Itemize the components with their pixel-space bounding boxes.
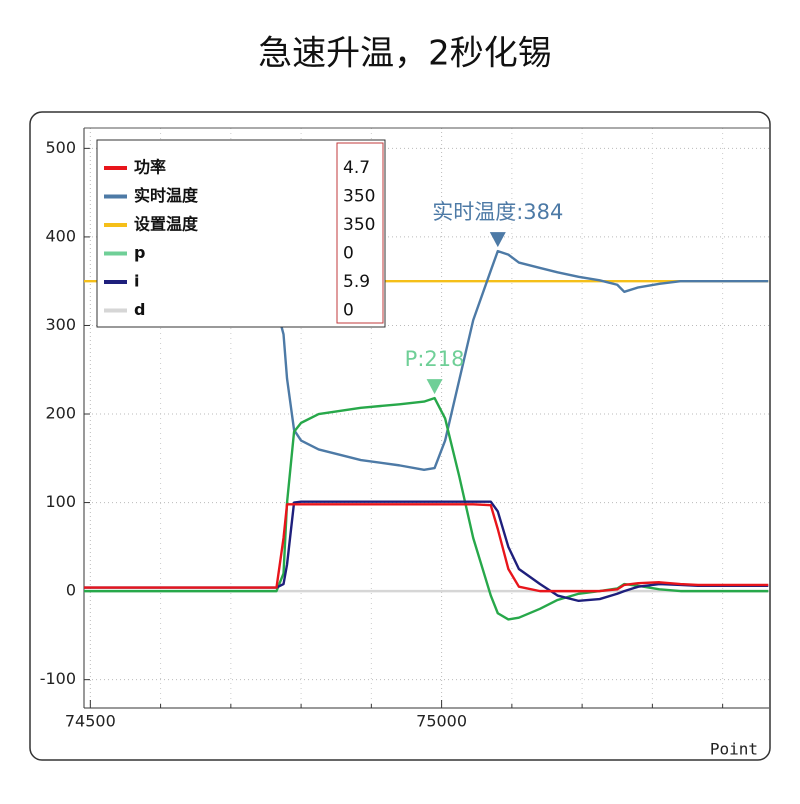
x-tick-label: 74500 <box>65 712 116 731</box>
annotation-text: 实时温度:384 <box>432 200 563 224</box>
series-line <box>84 503 769 593</box>
y-tick-label: 300 <box>45 315 76 334</box>
y-tick-label: 100 <box>45 492 76 511</box>
legend-value: 350 <box>343 215 375 235</box>
y-tick-label: -100 <box>40 669 76 688</box>
legend-label: i <box>134 272 139 291</box>
x-tick-label: 75000 <box>416 712 467 731</box>
y-tick-label: 200 <box>45 404 76 423</box>
legend-value: 4.7 <box>343 158 370 178</box>
y-tick-label: 0 <box>66 581 76 600</box>
legend-label: p <box>134 243 145 262</box>
page-title: 急速升温，2秒化锡 <box>258 34 552 74</box>
legend-value: 0 <box>343 301 354 321</box>
legend-value: 5.9 <box>343 272 370 292</box>
y-tick-label: 500 <box>45 138 76 157</box>
series-line <box>275 249 769 472</box>
legend-value: 0 <box>343 244 354 264</box>
legend-label: d <box>134 300 145 319</box>
annotation-text: P:218 <box>405 347 465 371</box>
legend-label: 设置温度 <box>134 215 199 234</box>
legend-label: 功率 <box>134 158 166 177</box>
legend-value: 350 <box>343 187 375 207</box>
annotation-arrow <box>426 379 443 395</box>
legend-label: 实时温度 <box>134 186 199 205</box>
readout-box <box>336 142 384 324</box>
x-axis-label: Point <box>710 740 758 759</box>
annotation-arrow <box>489 232 506 248</box>
series-line <box>84 500 769 603</box>
y-tick-label: 400 <box>45 226 76 245</box>
